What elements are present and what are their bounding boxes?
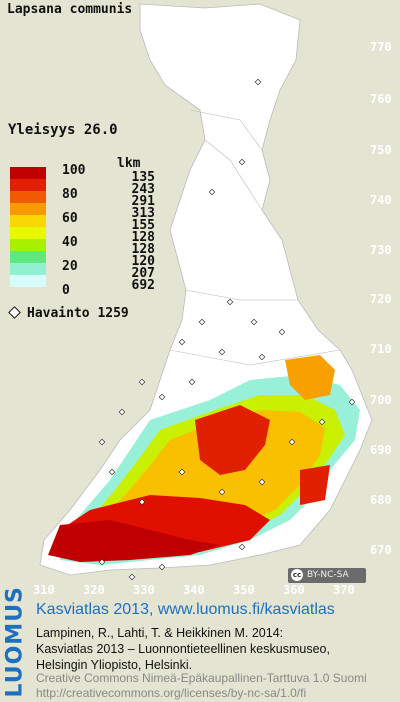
observation-markers [98,78,356,581]
legend-count: 692 [131,278,155,293]
legend-swatch [10,179,46,191]
legend-swatch [10,215,46,227]
observation-label: Havainto 1259 [27,306,129,321]
legend-swatch [10,191,46,203]
count-header: lkm [117,156,141,171]
distribution-map: Lapsana communis Yleisyys 26.0 lkm 100 8… [7,2,392,597]
legend-count: 291 [131,194,155,209]
legend-count: 313 [131,206,155,221]
atlas-link[interactable]: Kasviatlas 2013, www.luomus.fi/kasviatla… [36,601,335,618]
legend-label: 40 [62,235,78,250]
species-title: Lapsana communis [7,2,133,17]
y-tick-label: 670 [370,543,392,557]
legend-count: 120 [131,254,155,269]
y-tick-label: 730 [370,243,392,257]
y-tick-label: 770 [370,40,392,54]
legend-count: 135 [131,170,155,185]
x-tick-label: 360 [283,583,305,597]
legend-swatch [10,275,46,287]
frequency-cells [48,355,360,565]
x-tick-label: 370 [333,583,355,597]
y-tick-label: 760 [370,92,392,106]
legend-label: 60 [62,211,78,226]
citation: Lampinen, R., Lahti, T. & Heikkinen M. 2… [36,625,330,673]
legend-swatch [10,251,46,263]
legend-swatch [10,263,46,275]
legend-count: 128 [131,242,155,257]
y-tick-label: 720 [370,292,392,306]
x-tick-label: 310 [33,583,55,597]
cc-license-badge[interactable]: cc BY-NC-SA [288,568,366,583]
x-tick-label: 330 [133,583,155,597]
y-tick-label: 710 [370,342,392,356]
y-tick-label: 700 [370,393,392,407]
license-text: Creative Commons Nimeä-Epäkaupallinen-Ta… [36,671,367,701]
citation-line: Helsingin Yliopisto, Helsinki. [36,658,193,672]
cc-badge-label: BY-NC-SA [307,570,349,580]
y-tick-label: 750 [370,143,392,157]
diamond-marker-icon [8,306,21,319]
legend-count: 243 [131,182,155,197]
legend-count: 207 [131,266,155,281]
frequency-index: Yleisyys 26.0 [8,122,118,138]
x-tick-label: 340 [183,583,205,597]
footer [0,595,400,702]
y-tick-label: 680 [370,493,392,507]
legend-label: 100 [62,163,86,178]
legend-label: 20 [62,259,78,274]
legend-swatch [10,227,46,239]
y-tick-label: 740 [370,193,392,207]
citation-line: Lampinen, R., Lahti, T. & Heikkinen M. 2… [36,626,284,640]
legend-swatch [10,239,46,251]
x-tick-label: 320 [83,583,105,597]
y-tick-label: 690 [370,443,392,457]
license-line: Creative Commons Nimeä-Epäkaupallinen-Ta… [36,671,367,685]
license-url[interactable]: http://creativecommons.org/licenses/by-n… [36,686,307,700]
legend-label: 80 [62,187,78,202]
legend-swatch [10,203,46,215]
citation-line: Kasviatlas 2013 – Luonnontieteellinen ke… [36,642,330,656]
observation-count: Havainto 1259 [8,306,129,321]
map-canvas [39,3,373,581]
legend-count: 155 [131,218,155,233]
legend-label: 0 [62,283,70,298]
legend-swatch [10,167,46,179]
x-tick-label: 350 [233,583,255,597]
luomus-logo: LUOMUS [2,586,28,698]
legend-count: 128 [131,230,155,245]
creative-commons-icon: cc [291,569,303,581]
